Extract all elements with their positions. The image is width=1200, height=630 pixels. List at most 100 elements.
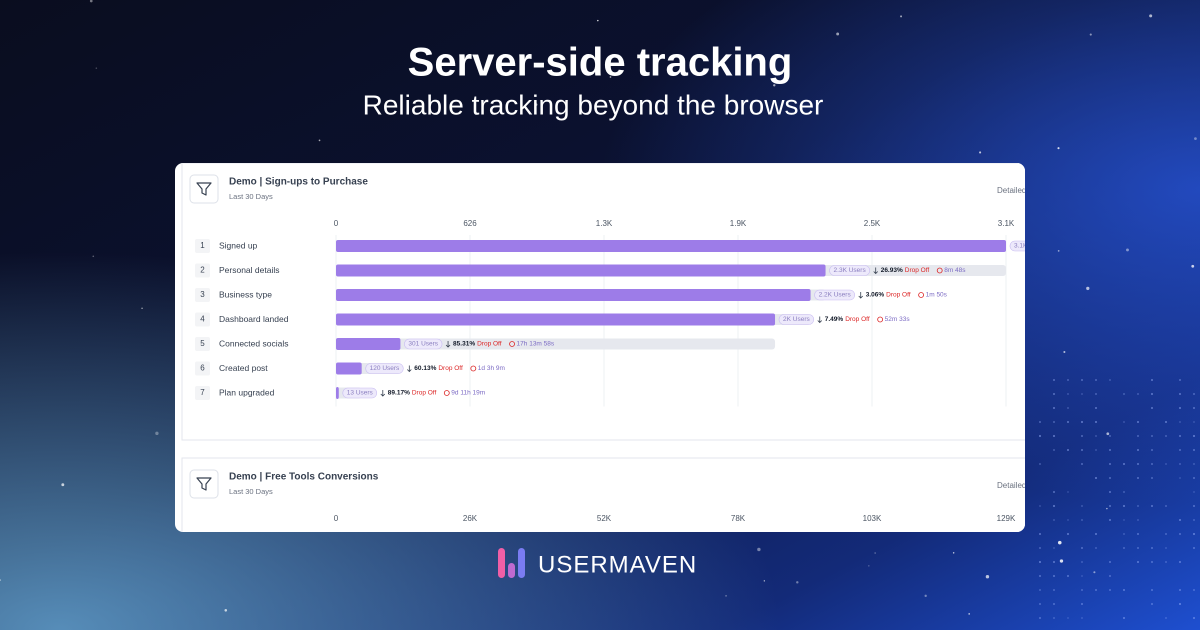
x-tick-label: 1.3K <box>596 219 613 228</box>
star-dot <box>1081 617 1083 619</box>
star <box>1059 559 1064 563</box>
star-dot <box>1053 617 1055 619</box>
star-dot <box>1179 435 1181 437</box>
star <box>1057 250 1060 252</box>
star-dot <box>1039 505 1041 507</box>
star-dot <box>1053 519 1055 521</box>
time-to-convert: 52m 33s <box>885 316 911 323</box>
star-dot <box>1053 561 1055 563</box>
details-link[interactable]: Detailed <box>997 186 1026 195</box>
drop-arrow <box>407 365 412 373</box>
brand-name: USERMAVEN <box>538 551 697 578</box>
star-dot <box>1095 435 1097 437</box>
star-dot <box>1081 561 1083 563</box>
step-index-box <box>195 337 210 351</box>
star-dot <box>1039 575 1041 577</box>
star-dot <box>1081 575 1083 577</box>
star-dot <box>1151 379 1153 381</box>
x-tick-label: 0 <box>334 219 339 228</box>
step-name: Business type <box>219 289 272 299</box>
star <box>924 594 927 598</box>
star-dot <box>1151 449 1153 451</box>
star <box>155 431 159 436</box>
star-dot <box>1067 407 1069 409</box>
subheadline: Reliable tracking beyond the browser <box>363 89 824 120</box>
drop-off-rate: 85.31% <box>453 341 475 348</box>
star-dot <box>1193 463 1195 465</box>
star-dot <box>1039 435 1041 437</box>
star <box>95 67 98 69</box>
star-dot <box>1193 617 1195 619</box>
star-dot <box>1109 379 1111 381</box>
star <box>61 483 65 487</box>
step-name: Created post <box>219 363 268 373</box>
funnel-bar <box>336 264 826 277</box>
funnel-bar <box>336 338 401 350</box>
star-dot <box>1165 533 1167 535</box>
star-dot <box>1123 463 1125 465</box>
clock-icon <box>509 341 515 347</box>
star-dot <box>1179 421 1181 423</box>
star <box>952 552 955 554</box>
star <box>1149 14 1153 18</box>
star-dot <box>1151 561 1153 563</box>
star-dot <box>1137 561 1139 563</box>
drop-off-label: Drop Off <box>845 316 870 323</box>
star-dot <box>1095 533 1097 535</box>
star-dot <box>1137 435 1139 437</box>
details-link[interactable]: Detailed <box>997 481 1026 490</box>
drop-arrow <box>858 292 864 299</box>
step-name: Connected socials <box>219 338 288 348</box>
star-dot <box>1193 393 1195 395</box>
star <box>868 565 870 567</box>
funnel-title: Demo | Sign-ups to Purchase <box>229 177 368 188</box>
star-dot <box>1193 421 1195 423</box>
funnel-plots: Demo | Sign-ups to Purchase Last 30 Days D… <box>189 174 1028 523</box>
drop-off-label: Drop Off <box>412 390 437 397</box>
star-dot <box>1165 421 1167 423</box>
step-index: 1 <box>200 241 205 250</box>
star-dot <box>1123 421 1125 423</box>
star-dot <box>1067 519 1069 521</box>
star-dot <box>1067 393 1069 395</box>
funnel-icon <box>196 182 212 196</box>
drop-off-rate: 3.06% <box>866 292 885 299</box>
star-dot <box>1067 575 1069 577</box>
star-dot <box>1081 603 1083 605</box>
users-label: 3.1K <box>1014 243 1028 250</box>
star-dot <box>1081 449 1083 451</box>
headline: Server-side tracking <box>408 41 793 85</box>
funnel-period: Last 30 Days <box>229 192 273 201</box>
funnel-panel <box>181 457 1025 532</box>
star-dot <box>1109 505 1111 507</box>
star <box>1089 33 1092 36</box>
star-dot <box>1151 393 1153 395</box>
star-dot <box>1179 533 1181 535</box>
star-dot <box>1179 407 1181 409</box>
star-dot <box>1165 617 1167 619</box>
star-dot <box>1053 589 1055 591</box>
star-dot <box>1193 477 1195 479</box>
star <box>141 307 143 309</box>
star-dot <box>1081 393 1083 395</box>
star-dot <box>1179 463 1181 465</box>
drop-off-rate: 7.49% <box>825 316 844 323</box>
star-dot <box>1179 603 1181 605</box>
drop-off-rate: 26.93% <box>881 267 903 274</box>
star <box>763 580 765 582</box>
star-dot <box>1039 463 1041 465</box>
star-dot <box>1193 519 1195 521</box>
clock-icon <box>443 390 450 396</box>
star-dot <box>1151 603 1153 605</box>
previous-step-track <box>336 338 776 350</box>
star-dot <box>1165 505 1167 507</box>
star <box>534 103 538 107</box>
star <box>1194 137 1197 140</box>
star-dot <box>1067 533 1069 535</box>
star-dot <box>1109 435 1111 437</box>
star-dot <box>1053 505 1055 507</box>
step-index: 6 <box>200 364 205 373</box>
star-dot <box>1137 547 1139 549</box>
star-dot <box>1109 575 1111 577</box>
